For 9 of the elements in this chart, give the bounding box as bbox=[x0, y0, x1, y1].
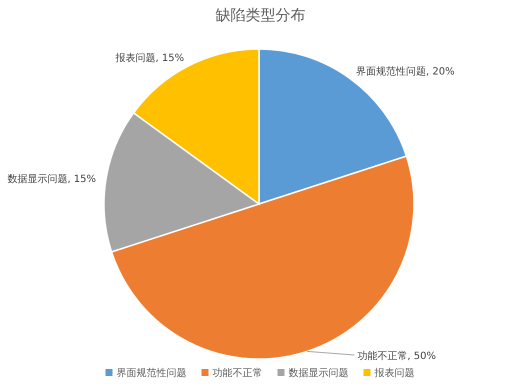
data-label: 功能不正常, 50% bbox=[357, 350, 436, 362]
legend-label: 界面规范性问题 bbox=[116, 367, 186, 379]
legend-label: 报表问题 bbox=[374, 367, 414, 379]
data-label: 界面规范性问题, 20% bbox=[356, 66, 455, 78]
data-label: 报表问题, 15% bbox=[114, 52, 184, 64]
legend-label: 数据显示问题 bbox=[288, 367, 348, 379]
legend-label: 功能不正常 bbox=[212, 367, 262, 379]
data-label: 数据显示问题, 15% bbox=[7, 173, 96, 186]
chart-title: 缺陷类型分布 bbox=[216, 6, 306, 24]
